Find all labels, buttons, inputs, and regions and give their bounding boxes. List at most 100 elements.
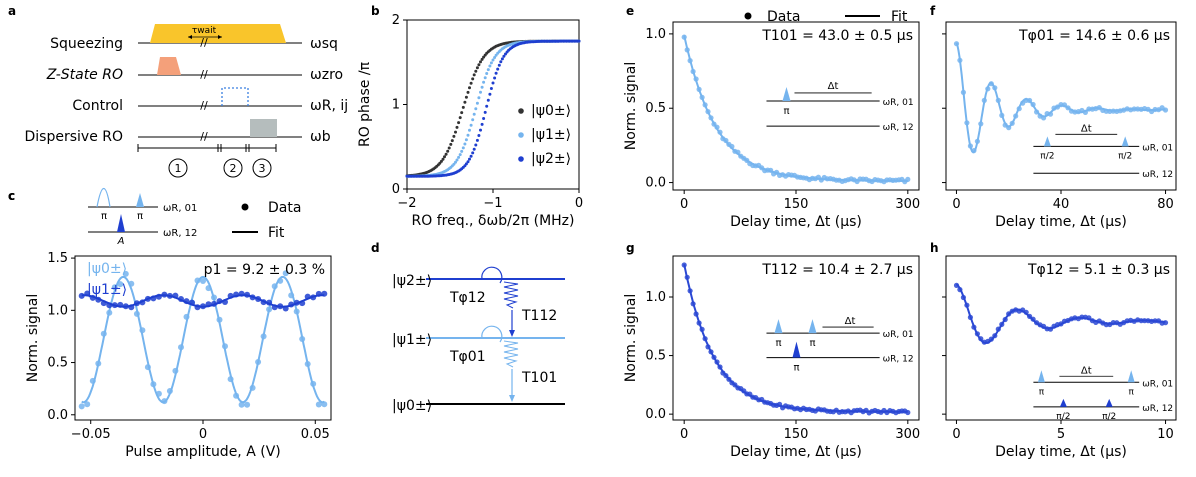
x-tick-label: 300 [895, 197, 920, 212]
data-point [463, 100, 467, 104]
data-point [475, 138, 479, 142]
data-point [452, 162, 456, 166]
level-label-2: |ψ2±⟩ [392, 273, 432, 289]
data-point [266, 299, 273, 306]
data-point [708, 349, 714, 355]
data-point [194, 304, 201, 311]
y-tick-label: 0.0 [645, 176, 666, 191]
data-point [992, 85, 998, 91]
x-axis-label: Delay time, Δt (μs) [995, 444, 1127, 460]
data-point [466, 90, 470, 94]
data-point [460, 111, 464, 115]
data-point [211, 300, 217, 307]
inset-w12: ωR, 12 [883, 355, 914, 365]
data-point [475, 66, 479, 70]
data-point [714, 124, 720, 130]
data-point [974, 331, 981, 337]
data-point [471, 151, 475, 155]
data-point [452, 134, 456, 138]
break-mark-1: // [200, 36, 208, 49]
data-point [469, 81, 473, 85]
rate-t1-01: T101 [521, 370, 557, 386]
data-point [485, 104, 489, 108]
dephasing-loop-12 [481, 266, 503, 284]
data-point [491, 58, 495, 62]
data-point [705, 109, 711, 115]
data-point [172, 292, 179, 299]
data-point [233, 291, 240, 298]
x-tick-label: 0 [952, 197, 960, 212]
data-point [205, 301, 212, 308]
panel-label-c: c [8, 189, 15, 203]
data-point [89, 377, 96, 384]
data-point [255, 359, 262, 365]
data-point [1162, 107, 1169, 113]
data-point [999, 321, 1005, 327]
y-axis-label: Norm. signal [623, 294, 639, 383]
data-point [504, 52, 507, 56]
data-point [128, 280, 135, 287]
data-point [249, 294, 256, 301]
data-point [304, 361, 311, 367]
data-point [117, 281, 124, 288]
data-point [1016, 106, 1022, 112]
break-mark-2: // [200, 68, 208, 81]
panel-label-d: d [371, 241, 380, 255]
data-point [988, 81, 994, 87]
x-tick-label: 40 [1053, 197, 1070, 212]
data-point [266, 306, 273, 313]
tau-wait-label: τwait [192, 26, 217, 36]
y-tick-label: 0.5 [645, 349, 666, 364]
data-point [684, 274, 690, 280]
tau-arrow-right [218, 35, 222, 39]
y-tick-label: 0.5 [47, 356, 68, 371]
data-point [995, 326, 1001, 332]
inset-c-pulse-outline [96, 187, 111, 208]
y-tick-label: 1.0 [645, 290, 666, 305]
x-tick-label: 0 [575, 196, 583, 211]
y-tick-label: 0.0 [47, 408, 68, 423]
data-point [78, 292, 85, 299]
data-point [971, 324, 977, 330]
freq-control: ωR, ij [310, 98, 348, 114]
inset-pi: π [809, 338, 815, 349]
data-point [489, 61, 493, 65]
data-point [744, 157, 750, 163]
data-point [777, 401, 783, 407]
data-point [106, 302, 113, 309]
legend-label: |ψ2±⟩ [531, 151, 571, 167]
legend-c-fit: Fit [268, 225, 285, 241]
control-pulse [221, 87, 249, 106]
data-point [971, 148, 977, 154]
data-point [178, 296, 184, 302]
data-point [953, 282, 960, 288]
legend-label: |ψ1±⟩ [531, 127, 571, 143]
data-point [238, 401, 245, 408]
data-point [696, 320, 702, 326]
inset-c-pulse-a [117, 214, 125, 232]
inset-w12: ωR, 12 [1142, 170, 1173, 180]
panel-label-a: a [8, 4, 16, 18]
data-point [1020, 100, 1026, 106]
data-point [450, 139, 454, 143]
data-point [957, 287, 963, 293]
level-label-1: |ψ1±⟩ [392, 332, 432, 348]
data-point [282, 305, 289, 312]
data-point [480, 85, 484, 89]
data-point [449, 142, 453, 146]
data-point [702, 102, 708, 108]
data-point [111, 302, 118, 309]
data-point [479, 60, 482, 64]
data-point [960, 294, 967, 301]
data-point [455, 158, 459, 162]
data-point [227, 376, 234, 383]
data-point [696, 86, 702, 92]
data-point [166, 292, 173, 299]
inset-pulse [792, 341, 801, 358]
fit-line [683, 264, 908, 413]
data-point [458, 116, 462, 120]
panel-label-e: e [626, 4, 634, 18]
data-point [1002, 316, 1008, 323]
data-point [447, 146, 451, 150]
y-tick-label: 1 [392, 98, 400, 113]
